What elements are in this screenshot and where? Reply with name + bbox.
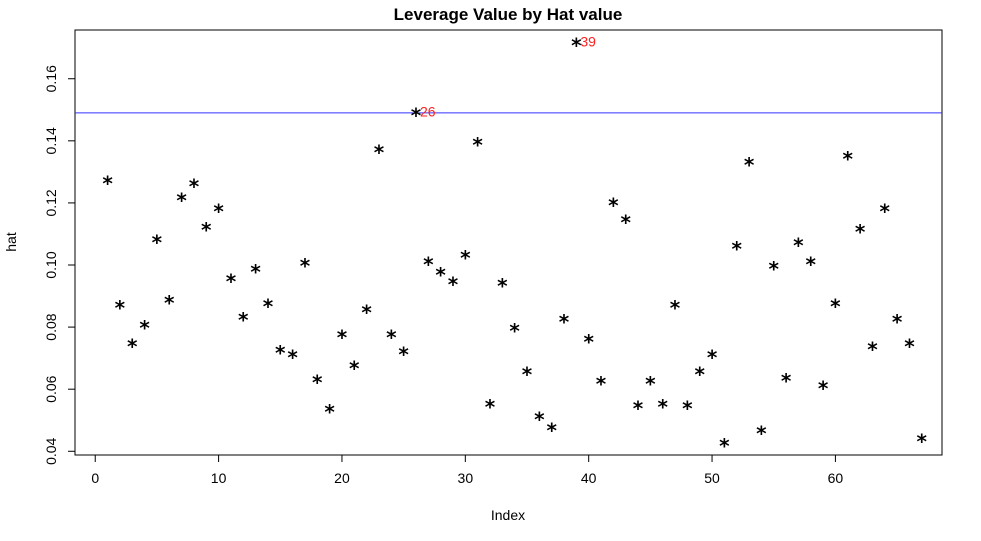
data-point: * [201,218,212,242]
data-point: * [497,274,508,298]
data-point: * [830,294,841,318]
point-annotations: 26 39 [420,33,596,119]
data-point: * [411,103,422,127]
data-point: * [250,260,261,284]
data-point: * [139,316,150,340]
data-point: * [571,33,582,57]
x-axis: 0 10 20 30 40 50 60 [91,454,844,486]
data-point: * [423,252,434,276]
x-tick-label: 40 [581,470,597,486]
data-point: * [176,189,187,213]
y-tick-label: 0.06 [43,375,59,402]
x-axis-label: Index [491,507,525,523]
x-tick-label: 50 [704,470,720,486]
data-point: * [189,175,200,199]
data-point: * [657,395,668,419]
data-point: * [670,296,681,320]
y-tick-label: 0.12 [43,189,59,216]
data-point: * [904,335,915,359]
data-point: * [152,231,163,255]
data-point: * [719,434,730,458]
x-tick-label: 60 [828,470,844,486]
y-tick-label: 0.16 [43,65,59,92]
data-point: * [645,372,656,396]
x-tick-label: 30 [458,470,474,486]
y-axis: 0.04 0.06 0.08 0.10 0.12 0.14 0.16 [43,65,76,465]
data-point: * [818,377,829,401]
data-point: * [559,310,570,334]
data-point: * [534,408,545,432]
data-point: * [509,319,520,343]
x-tick-label: 0 [91,470,99,486]
data-point: * [349,356,360,380]
data-point: * [275,341,286,365]
data-point: * [620,210,631,234]
data-point: * [263,294,274,318]
data-point: * [843,147,854,171]
x-tick-label: 20 [334,470,350,486]
data-point: * [522,363,533,387]
data-point: * [226,269,237,293]
data-point: * [312,370,323,394]
data-point: * [238,308,249,332]
y-axis-label: hat [3,232,19,252]
data-point: * [115,296,126,320]
data-point: * [892,310,903,334]
data-point: * [633,397,644,421]
data-point: * [102,172,113,196]
data-point: * [337,325,348,349]
data-point: * [361,300,372,324]
data-point: * [287,345,298,369]
data-point: * [781,369,792,393]
data-point: * [596,372,607,396]
data-point: * [435,263,446,287]
data-point: * [806,252,817,276]
data-point: * [485,395,496,419]
data-point: * [213,200,224,224]
data-point: * [386,325,397,349]
plot-area-frame [74,29,943,456]
data-point: * [855,220,866,244]
y-tick-label: 0.04 [43,437,59,464]
data-point: * [300,254,311,278]
y-tick-label: 0.08 [43,313,59,340]
x-tick-label: 10 [211,470,227,486]
data-point: * [867,338,878,362]
point-annotation: 39 [580,33,596,49]
data-points: *************** ************ * ******** ****… [102,33,927,457]
data-point: * [398,342,409,366]
data-point: * [917,429,928,453]
data-point: * [608,193,619,217]
data-point: * [682,397,693,421]
data-point: * [744,153,755,177]
data-point: * [460,246,471,270]
data-point: * [731,237,742,261]
data-point: * [694,363,705,387]
data-point: * [768,257,779,281]
data-point: * [546,418,557,442]
data-point: * [374,141,385,165]
y-tick-label: 0.14 [43,127,59,154]
data-point: * [448,273,459,297]
data-point: * [583,330,594,354]
point-annotation: 26 [420,103,436,119]
data-point: * [472,133,483,157]
data-point: * [324,400,335,424]
data-point: * [880,200,891,224]
chart-title: Leverage Value by Hat value [394,5,623,24]
data-point: * [127,335,138,359]
data-point: * [164,291,175,315]
data-point: * [756,422,767,446]
y-tick-label: 0.10 [43,251,59,278]
data-point: * [793,234,804,258]
data-point: * [707,345,718,369]
